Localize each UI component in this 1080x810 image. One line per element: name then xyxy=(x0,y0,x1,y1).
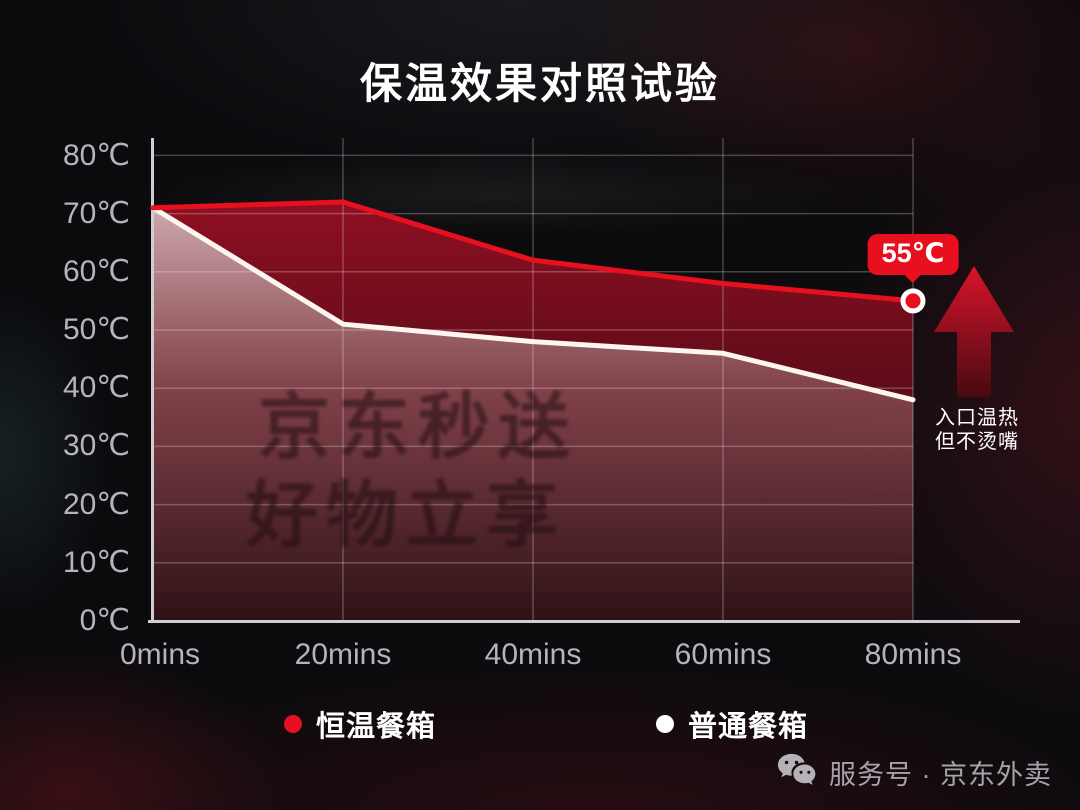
legend-dot-white xyxy=(656,715,674,733)
ordinary-box-area-fill xyxy=(153,207,913,621)
watermark-line-1: 京东秒送 xyxy=(258,388,579,468)
wechat-account-text: 服务号 · 京东外卖 xyxy=(829,759,1052,790)
arrow-note: 入口温热 但不烫嘴 xyxy=(877,406,1077,454)
y-tick-70: 70℃ xyxy=(62,197,130,230)
y-tick-60: 60℃ xyxy=(62,255,130,288)
arrow-note-line-2: 但不烫嘴 xyxy=(935,431,1019,453)
legend-dot-red xyxy=(284,715,302,733)
x-tick-40mins: 40mins xyxy=(484,638,582,671)
y-tick-50: 50℃ xyxy=(62,313,130,346)
y-tick-0: 0℃ xyxy=(79,604,130,637)
legend-item-ordinary-box: 普通餐箱 xyxy=(656,706,809,743)
arrow-note-line-1: 入口温热 xyxy=(935,407,1019,429)
temperature-callout-badge: 55℃ xyxy=(867,233,959,275)
thermal-box-line xyxy=(150,199,916,304)
y-tick-10: 10℃ xyxy=(62,546,130,579)
x-tick-80mins: 80mins xyxy=(864,638,962,671)
y-tick-20: 20℃ xyxy=(62,488,130,521)
endpoint-marker-dot xyxy=(905,293,921,309)
legend-item-thermal-box: 恒温餐箱 xyxy=(284,706,437,743)
y-tick-80: 80℃ xyxy=(62,139,130,172)
up-arrow-icon xyxy=(934,266,1014,397)
axes xyxy=(148,138,1020,623)
legend: 恒温餐箱 普通餐箱 xyxy=(0,706,1080,743)
x-tick-60mins: 60mins xyxy=(674,638,772,671)
legend-label-ordinary-box: 普通餐箱 xyxy=(688,711,809,743)
x-tick-20mins: 20mins xyxy=(294,638,392,671)
wechat-icon xyxy=(777,753,816,785)
chart-title: 保温效果对照试验 xyxy=(359,60,720,107)
ordinary-box-line xyxy=(150,205,916,403)
thermal-box-area-fill xyxy=(153,201,913,400)
wechat-account-footer: 服务号 · 京东外卖 xyxy=(775,752,1052,792)
legend-label-thermal-box: 恒温餐箱 xyxy=(316,711,437,743)
y-tick-40: 40℃ xyxy=(62,371,130,404)
gridlines xyxy=(152,138,914,621)
x-tick-0mins: 0mins xyxy=(119,638,201,671)
watermark-line-2: 好物立享 xyxy=(246,476,567,556)
y-tick-30: 30℃ xyxy=(62,429,130,462)
